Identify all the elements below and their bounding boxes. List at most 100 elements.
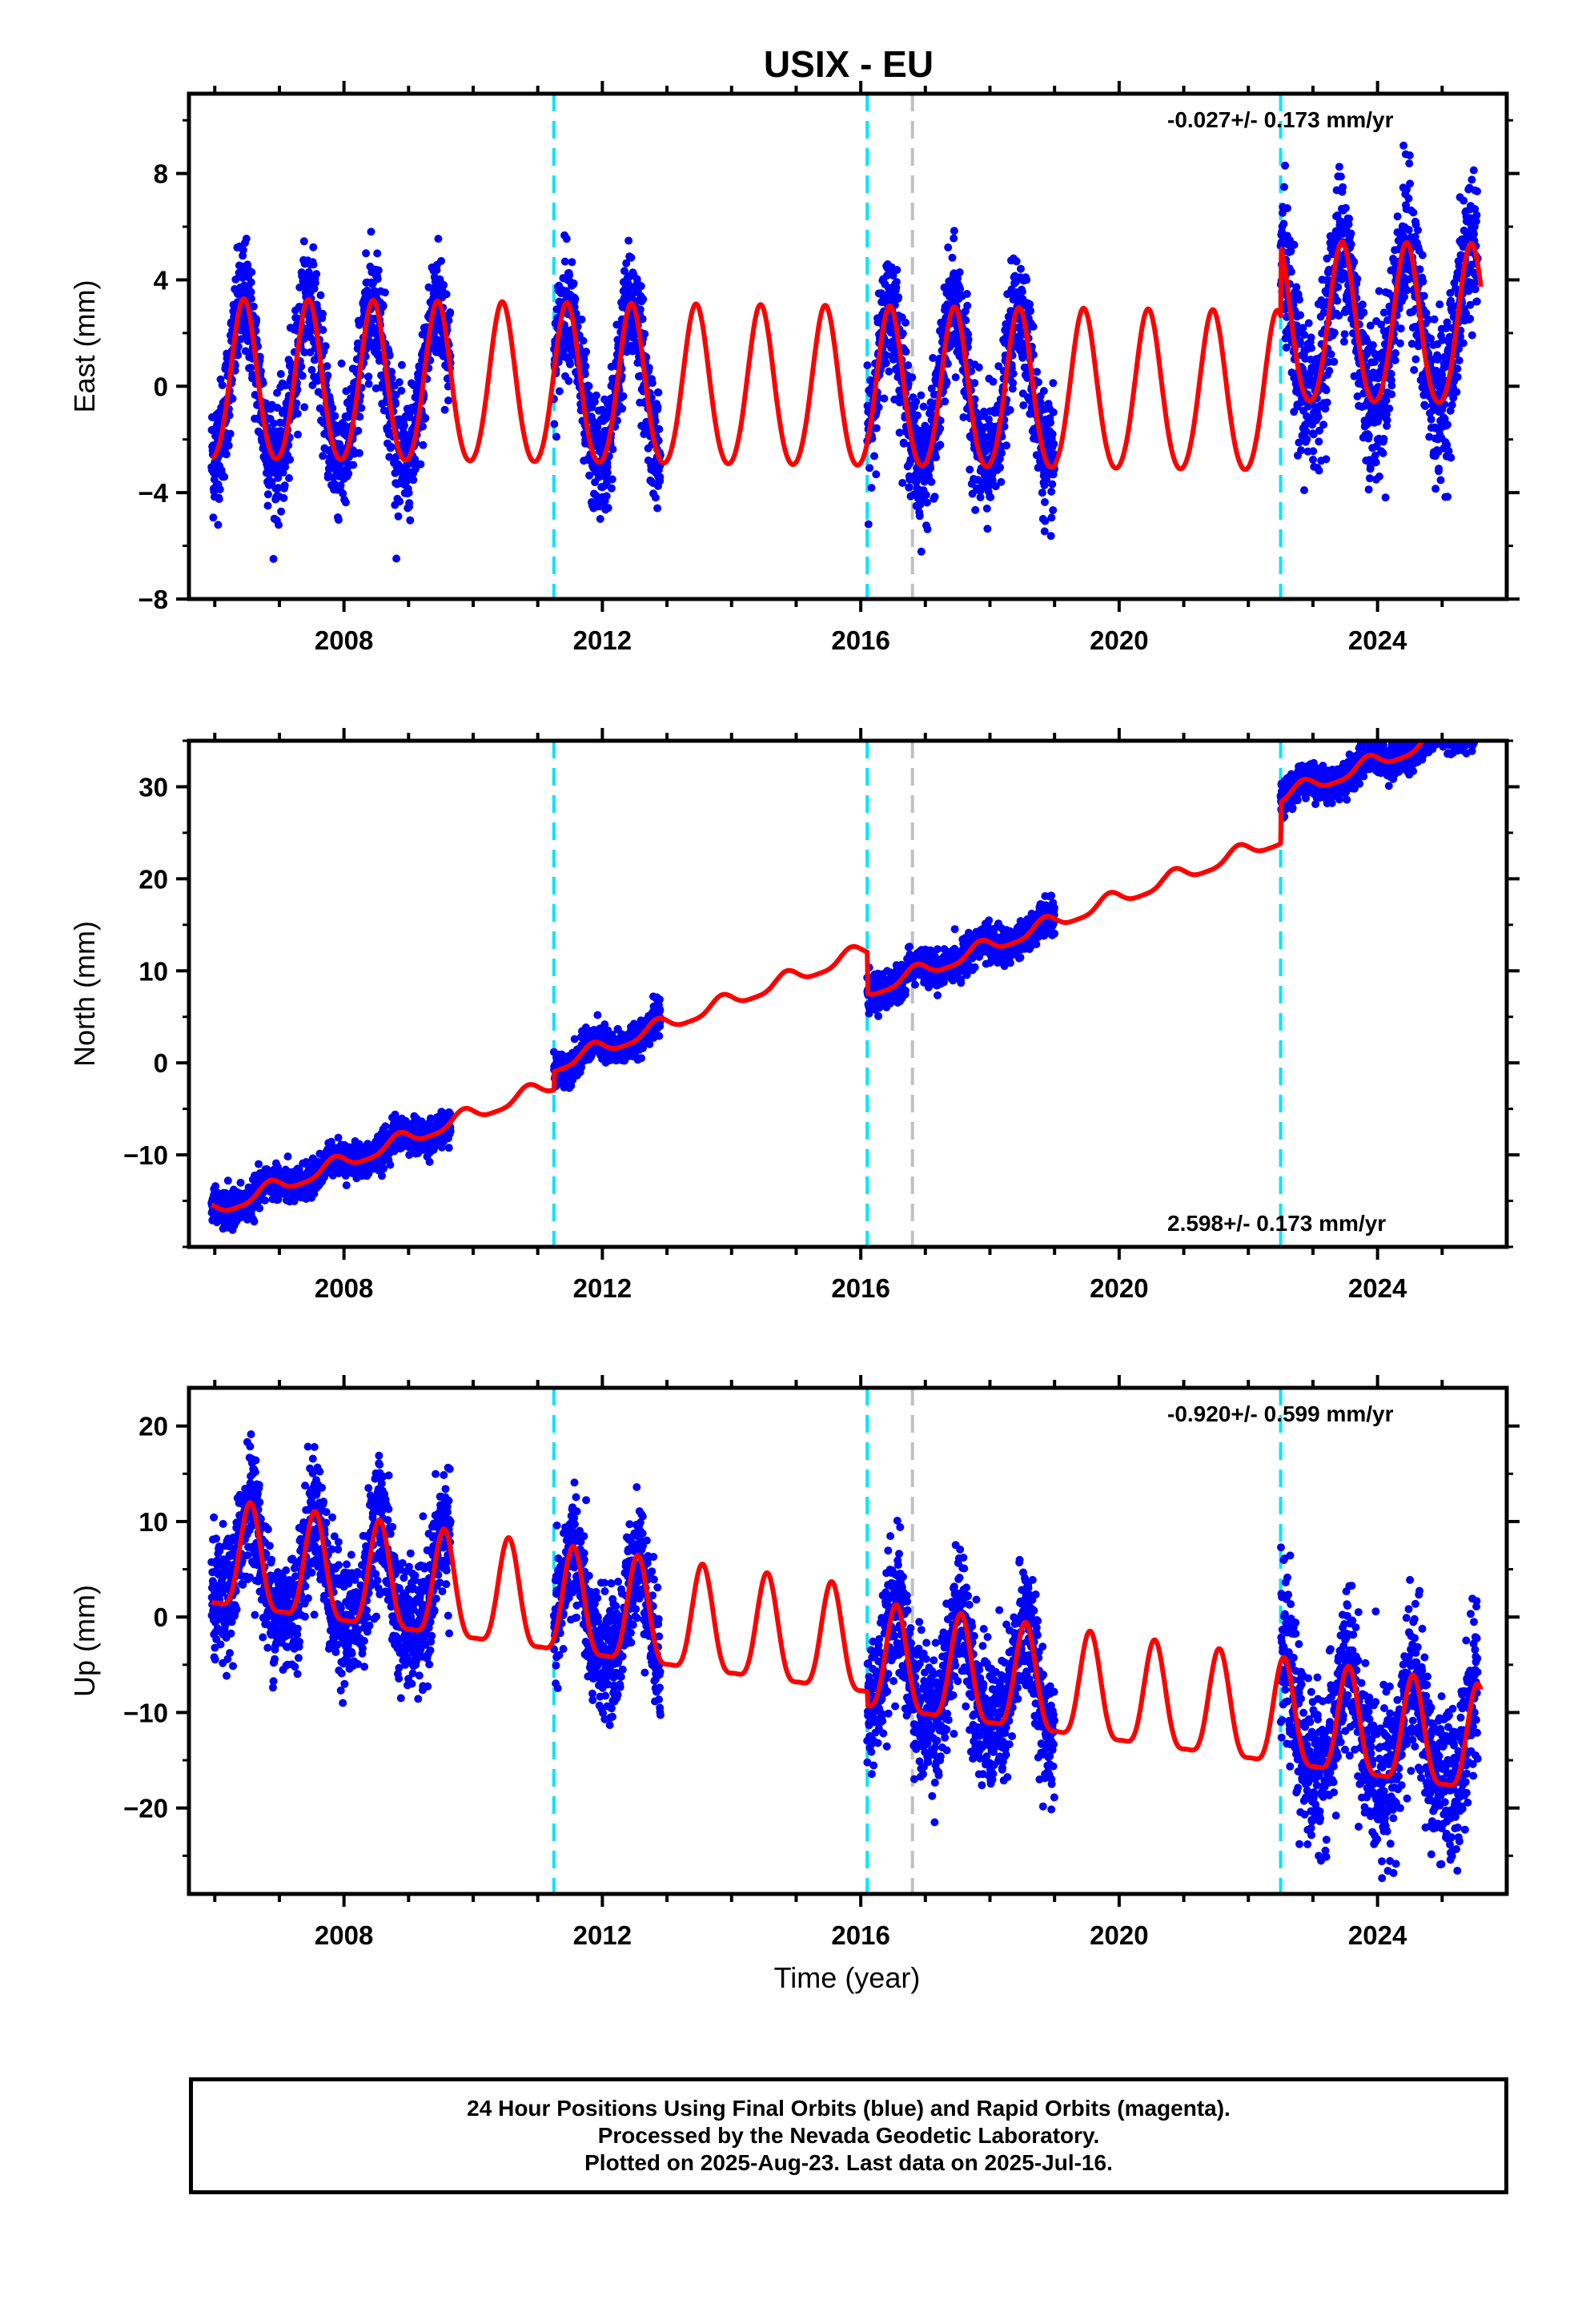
data-point bbox=[864, 520, 873, 529]
data-point bbox=[654, 388, 663, 397]
data-point bbox=[344, 469, 353, 478]
data-point bbox=[1315, 437, 1323, 446]
data-point bbox=[1323, 398, 1331, 407]
data-point bbox=[580, 370, 589, 379]
data-point bbox=[1048, 430, 1057, 439]
data-point bbox=[1034, 378, 1042, 387]
data-point bbox=[917, 547, 926, 556]
data-point bbox=[872, 470, 881, 479]
data-point bbox=[223, 1176, 232, 1185]
data-point bbox=[1427, 415, 1435, 424]
data-point bbox=[387, 374, 396, 383]
data-point bbox=[1280, 183, 1288, 191]
data-point bbox=[261, 1196, 269, 1204]
data-point bbox=[392, 554, 401, 563]
data-point bbox=[1447, 400, 1456, 409]
data-point bbox=[917, 391, 926, 400]
x-tick-label: 2024 bbox=[1348, 625, 1407, 655]
data-point bbox=[220, 472, 229, 481]
data-point bbox=[1018, 287, 1026, 296]
data-point bbox=[323, 371, 332, 380]
data-point bbox=[1322, 386, 1331, 395]
data-point bbox=[275, 521, 283, 529]
data-point bbox=[1336, 172, 1345, 181]
data-point bbox=[339, 489, 347, 498]
data-point bbox=[397, 386, 406, 395]
data-point bbox=[983, 525, 992, 533]
data-point bbox=[1295, 438, 1303, 447]
data-point bbox=[639, 295, 648, 304]
data-point bbox=[941, 397, 950, 406]
data-point bbox=[300, 348, 309, 356]
data-point bbox=[274, 484, 283, 493]
data-point bbox=[1473, 187, 1481, 195]
data-point bbox=[1419, 277, 1427, 286]
data-point bbox=[319, 326, 327, 334]
data-point bbox=[292, 399, 301, 408]
data-point bbox=[1026, 307, 1035, 316]
data-point bbox=[1048, 480, 1057, 489]
data-point bbox=[274, 473, 283, 482]
data-point bbox=[224, 441, 233, 450]
data-point bbox=[379, 302, 387, 311]
data-point bbox=[581, 362, 590, 371]
data-point bbox=[297, 362, 306, 371]
data-point bbox=[955, 268, 964, 276]
data-point bbox=[316, 291, 325, 300]
data-point bbox=[1466, 315, 1475, 323]
data-point bbox=[1435, 464, 1443, 473]
data-point bbox=[951, 373, 960, 382]
data-point bbox=[1047, 513, 1056, 522]
data-point bbox=[932, 453, 941, 462]
data-point bbox=[357, 404, 366, 412]
data-point bbox=[1022, 275, 1031, 284]
data-point bbox=[442, 290, 451, 299]
data-point bbox=[336, 481, 345, 489]
data-point bbox=[1002, 441, 1011, 450]
data-point bbox=[596, 515, 604, 523]
data-point bbox=[1382, 396, 1391, 404]
data-point bbox=[956, 284, 965, 293]
data-point bbox=[374, 266, 383, 275]
data-point bbox=[921, 490, 930, 499]
data-point bbox=[1391, 349, 1399, 357]
data-point bbox=[912, 397, 921, 406]
data-point bbox=[263, 501, 272, 510]
data-point bbox=[1404, 194, 1413, 203]
data-point bbox=[602, 492, 611, 501]
data-point bbox=[362, 249, 371, 258]
data-point bbox=[569, 279, 578, 287]
data-point bbox=[1391, 356, 1399, 364]
data-point bbox=[1281, 161, 1290, 170]
data-point bbox=[247, 294, 255, 303]
data-point bbox=[585, 471, 594, 480]
data-point bbox=[1421, 402, 1430, 410]
data-point bbox=[255, 352, 264, 361]
data-point bbox=[1017, 264, 1025, 273]
data-point bbox=[562, 235, 571, 243]
data-point bbox=[901, 318, 910, 327]
data-point bbox=[1471, 285, 1480, 294]
data-point bbox=[1029, 322, 1038, 331]
data-point bbox=[396, 497, 404, 506]
data-point bbox=[636, 305, 644, 314]
data-point bbox=[334, 516, 343, 525]
data-point bbox=[1038, 489, 1046, 497]
data-point bbox=[440, 280, 448, 289]
data-point bbox=[930, 493, 939, 501]
data-point bbox=[1468, 175, 1476, 184]
data-point bbox=[622, 348, 631, 356]
data-point bbox=[249, 302, 258, 311]
data-point bbox=[1350, 258, 1359, 266]
data-point bbox=[1315, 466, 1323, 475]
data-point bbox=[1295, 296, 1303, 304]
data-point bbox=[215, 495, 223, 504]
data-point bbox=[226, 429, 235, 438]
data-point bbox=[1460, 196, 1468, 205]
data-point bbox=[299, 237, 308, 246]
data-point bbox=[923, 525, 932, 533]
data-point bbox=[881, 359, 890, 368]
data-point bbox=[986, 493, 995, 501]
data-point bbox=[341, 498, 350, 507]
data-point bbox=[653, 403, 662, 411]
